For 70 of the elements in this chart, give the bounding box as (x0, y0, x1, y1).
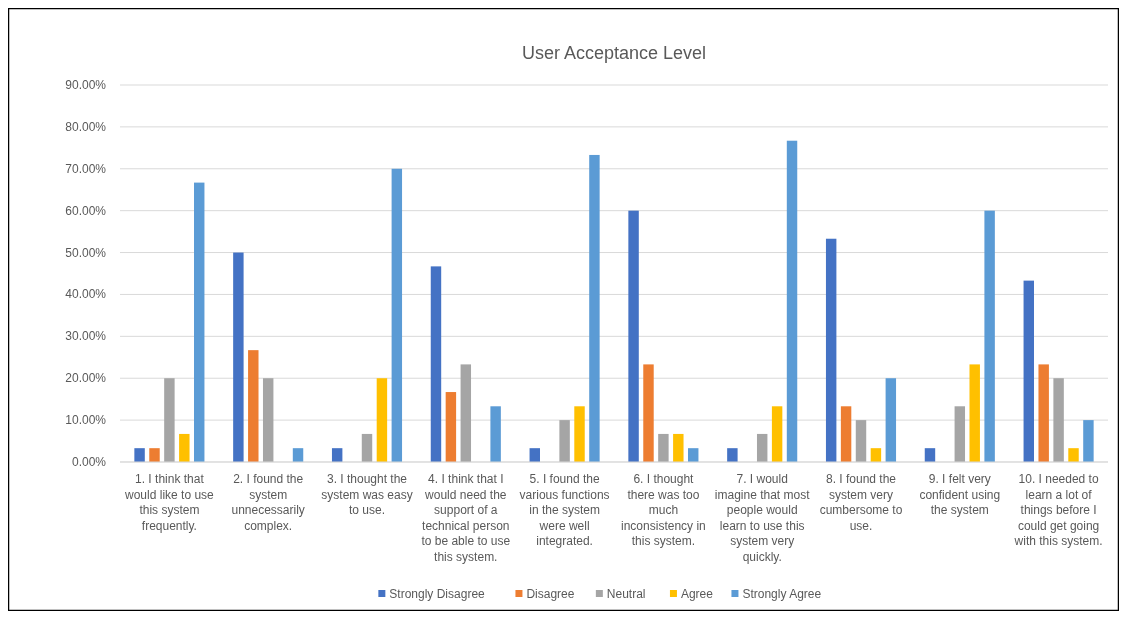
y-tick-label: 30.00% (65, 329, 107, 344)
bar (688, 448, 699, 462)
bar (1053, 378, 1064, 462)
bar (292, 448, 304, 462)
x-tick-label: 7. I would imagine that most people would learn to use this system very quickly. (714, 472, 811, 564)
y-tick-label: 80.00% (65, 119, 107, 134)
chart-title: User Acceptance Level (521, 43, 707, 63)
x-tick-label: 6. I thought there was too much inconsistency in this system. (621, 472, 706, 548)
bar (1068, 448, 1079, 462)
bar (984, 210, 995, 462)
bar (233, 252, 244, 462)
bar (589, 154, 600, 462)
legend-label: Strongly Disagree (389, 587, 486, 601)
bar (756, 433, 768, 462)
x-tick-label: 9. I felt very confident using the system (919, 472, 1001, 517)
x-tick-label: 5. I found the various functions in the system were well integrated. (519, 472, 610, 548)
bar (786, 140, 798, 462)
x-tick-label: 10. I needed to learn a lot of things before I could get going with this system. (1013, 472, 1103, 548)
bar (248, 350, 259, 462)
y-tick-label: 10.00% (65, 413, 107, 428)
bar (149, 448, 160, 462)
bar (885, 378, 897, 462)
bar (840, 406, 852, 462)
bar (445, 392, 457, 462)
bar (1083, 420, 1094, 462)
x-tick-label: 2. I found the system unnecessarily complex. (231, 472, 305, 533)
bar (628, 210, 639, 462)
bar (870, 448, 882, 462)
bar (673, 433, 684, 462)
bar (574, 406, 585, 462)
bar (825, 238, 837, 462)
legend-label: Agree (680, 587, 714, 601)
bar (430, 266, 442, 462)
bar (179, 433, 190, 462)
bar (361, 433, 373, 462)
bar (1023, 280, 1034, 462)
legend-label: Disagree (526, 587, 575, 601)
x-tick-label: 3. I thought the system was easy to use. (321, 472, 413, 517)
bar (559, 420, 570, 462)
bar (460, 364, 472, 462)
bar (924, 448, 936, 462)
x-tick-label: 8. I found the system very cumbersome to use. (819, 472, 903, 533)
bar (331, 448, 343, 462)
bar (1038, 364, 1049, 462)
bar (376, 378, 388, 462)
bar (490, 406, 501, 462)
legend-label: Strongly Agree (742, 587, 822, 601)
bar (164, 378, 175, 462)
bar (529, 448, 540, 462)
y-tick-label: 90.00% (65, 78, 107, 92)
bar (262, 378, 274, 462)
bar (658, 433, 669, 462)
y-tick-label: 20.00% (65, 371, 107, 386)
bar (969, 364, 980, 462)
y-tick-label: 0.00% (71, 455, 107, 469)
bar (391, 168, 403, 462)
y-tick-label: 50.00% (65, 245, 107, 260)
y-tick-label: 70.00% (65, 161, 107, 176)
bar (771, 406, 783, 462)
bar (727, 448, 738, 462)
bar (134, 448, 145, 462)
x-tick-label: 1. I think that would like to use this system frequently. (124, 472, 215, 533)
y-tick-label: 40.00% (65, 287, 107, 302)
x-tick-label: 4. I think that I would need the support of a technical person to be able to use this system. (421, 472, 511, 564)
bar (954, 406, 966, 462)
legend-label: Neutral (606, 587, 646, 601)
bar (643, 364, 654, 462)
bar (855, 420, 867, 462)
y-tick-label: 60.00% (65, 203, 107, 218)
bar (194, 182, 205, 462)
